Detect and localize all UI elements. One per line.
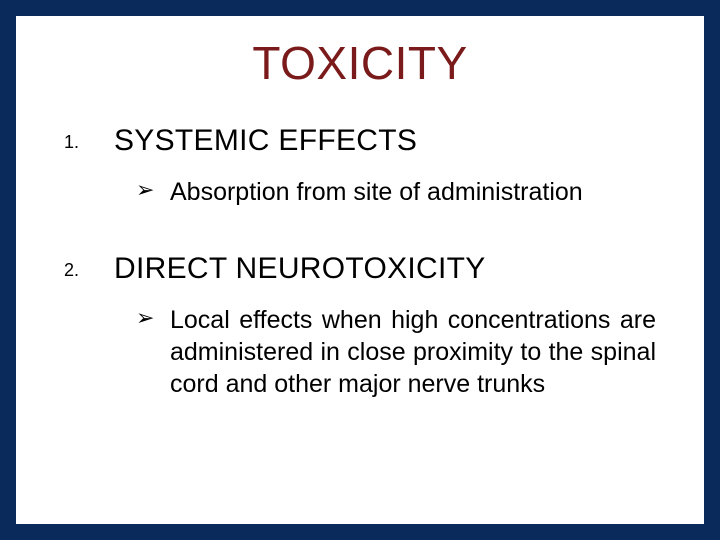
list-item: SYSTEMIC EFFECTS Absorption from site of…: [64, 124, 656, 208]
bullet-item: Local effects when high concentrations a…: [136, 304, 656, 400]
numbered-list: SYSTEMIC EFFECTS Absorption from site of…: [64, 124, 656, 400]
bullet-list: Absorption from site of administration: [114, 176, 656, 208]
slide-card: TOXICITY SYSTEMIC EFFECTS Absorption fro…: [16, 16, 704, 524]
bullet-list: Local effects when high concentrations a…: [114, 304, 656, 400]
item-heading: SYSTEMIC EFFECTS: [114, 124, 656, 158]
slide-title: TOXICITY: [64, 36, 656, 90]
item-heading: DIRECT NEUROTOXICITY: [114, 252, 656, 286]
list-item: DIRECT NEUROTOXICITY Local effects when …: [64, 252, 656, 400]
bullet-item: Absorption from site of administration: [136, 176, 656, 208]
